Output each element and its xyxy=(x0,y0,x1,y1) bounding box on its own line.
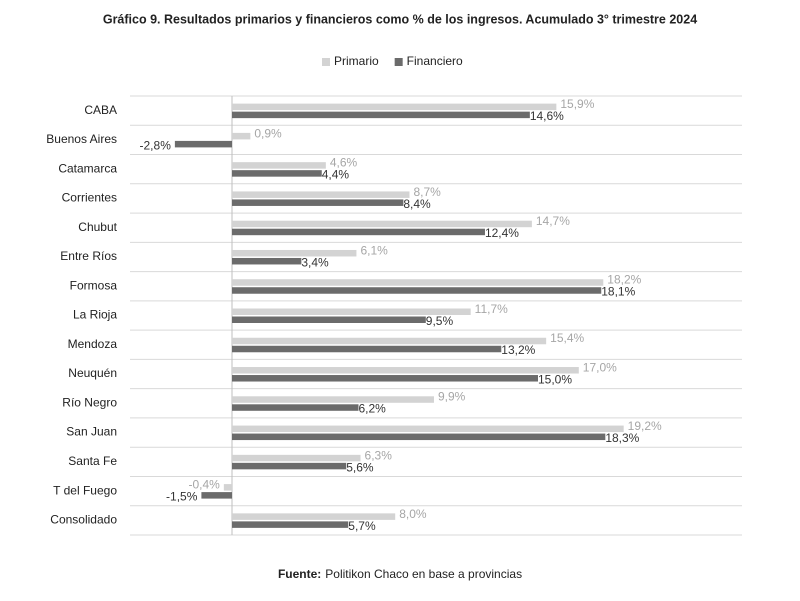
bar xyxy=(232,103,557,111)
legend-swatch xyxy=(394,58,403,66)
value-label: 14,7% xyxy=(536,214,570,228)
legend-label: Financiero xyxy=(407,54,463,68)
category-label: Mendoza xyxy=(68,337,118,351)
value-label: 19,2% xyxy=(628,419,662,433)
legend-label: Primario xyxy=(334,54,379,68)
source: Fuente: Politikon Chaco en base a provinc… xyxy=(278,567,522,581)
value-label: 15,9% xyxy=(560,97,594,111)
category-label: Formosa xyxy=(70,278,118,292)
value-label: 15,0% xyxy=(538,372,572,386)
bar xyxy=(232,132,251,140)
bar xyxy=(232,191,410,198)
bar xyxy=(201,492,232,499)
value-label: 8,0% xyxy=(399,507,427,521)
category-label: Río Negro xyxy=(62,395,117,409)
category-label: Consolidado xyxy=(50,513,117,527)
category-label: Entre Ríos xyxy=(60,249,117,263)
bar xyxy=(232,337,547,345)
value-label: 4,4% xyxy=(322,168,350,182)
bar xyxy=(232,162,326,169)
bar xyxy=(232,454,361,462)
category-label: Santa Fe xyxy=(68,454,117,468)
value-label: 3,4% xyxy=(301,255,329,269)
bar xyxy=(223,484,232,491)
value-label: -0,4% xyxy=(188,478,220,492)
bar xyxy=(232,425,624,433)
legend: Primario Financiero xyxy=(322,54,463,68)
bar xyxy=(232,220,532,228)
bar xyxy=(232,249,357,257)
value-label: 5,7% xyxy=(348,519,376,533)
category-label: CABA xyxy=(84,103,117,117)
bar xyxy=(232,396,434,403)
bar xyxy=(232,433,606,441)
value-label: -1,5% xyxy=(166,490,198,504)
bar xyxy=(232,316,426,323)
bar xyxy=(232,462,347,470)
source-label: Fuente: xyxy=(278,567,321,581)
value-label: 13,2% xyxy=(501,343,535,357)
value-label: 6,1% xyxy=(360,243,388,257)
value-label: 9,9% xyxy=(438,390,466,404)
value-label: 17,0% xyxy=(583,360,617,374)
bar xyxy=(232,521,349,528)
value-label: 14,6% xyxy=(530,109,564,123)
bar xyxy=(232,257,302,265)
bar xyxy=(232,404,359,411)
legend-swatch xyxy=(322,58,330,66)
value-label: 11,7% xyxy=(475,302,508,316)
bar xyxy=(174,140,232,148)
category-label: Chubut xyxy=(78,220,117,234)
value-label: 18,2% xyxy=(607,273,641,287)
category-label: Neuquén xyxy=(68,366,117,380)
category-label: Buenos Aires xyxy=(46,132,117,146)
value-label: 0,9% xyxy=(254,126,282,140)
bar xyxy=(232,375,538,382)
value-label: -2,8% xyxy=(140,138,172,152)
category-label: Corrientes xyxy=(62,191,117,205)
value-label: 4,6% xyxy=(330,156,358,170)
value-label: 12,4% xyxy=(485,226,519,240)
value-label: 5,6% xyxy=(346,460,374,474)
chart-title: Gráfico 9. Resultados primarios y financ… xyxy=(103,12,697,26)
value-label: 9,5% xyxy=(426,314,454,328)
bar xyxy=(232,170,322,177)
bar xyxy=(232,287,602,294)
value-label: 6,2% xyxy=(358,402,386,416)
bar xyxy=(232,111,530,119)
category-label: T del Fuego xyxy=(53,483,117,497)
value-label: 15,4% xyxy=(550,331,584,345)
category-label: San Juan xyxy=(66,425,117,439)
value-label: 8,7% xyxy=(413,185,441,199)
bar xyxy=(232,228,485,236)
category-label: La Rioja xyxy=(73,308,117,322)
category-label: Catamarca xyxy=(58,161,117,175)
value-label: 8,4% xyxy=(403,197,431,211)
value-label: 18,1% xyxy=(601,285,635,299)
source-text: Politikon Chaco en base a provincias xyxy=(325,567,522,581)
bar xyxy=(232,367,579,374)
bar xyxy=(232,279,604,286)
bar xyxy=(232,308,471,315)
bar xyxy=(232,513,396,520)
bar xyxy=(232,199,404,206)
value-label: 6,3% xyxy=(365,448,393,462)
value-label: 18,3% xyxy=(605,431,639,445)
bar xyxy=(232,345,502,353)
